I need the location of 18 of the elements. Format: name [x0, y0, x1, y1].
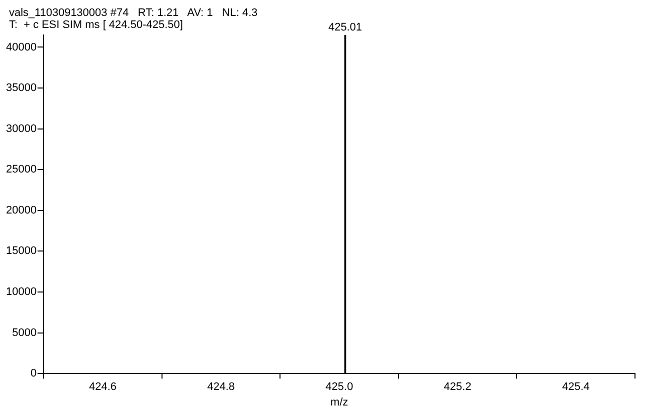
- y-tick-label: 5000: [12, 326, 37, 339]
- y-tick-label: 30000: [6, 122, 37, 135]
- y-tick-label: 35000: [6, 82, 37, 94]
- y-tick-label: 40000: [6, 41, 37, 54]
- chart-subtitle: T: + c ESI SIM ms [ 424.50-425.50]: [9, 19, 183, 31]
- chart-title: vals_110309130003 #74 RT: 1.21 AV: 1 NL: 4.3: [9, 7, 258, 19]
- x-axis-title: m/z: [330, 396, 348, 408]
- x-tick-label: 424.6: [88, 381, 116, 394]
- y-tick-label: 10000: [6, 286, 37, 298]
- x-tick-label: 425.4: [562, 381, 590, 394]
- x-tick-label: 425.0: [326, 381, 354, 394]
- annotation: 425.01: [328, 22, 362, 34]
- x-tick-label: 424.8: [207, 381, 235, 394]
- y-tick-label: 20000: [6, 204, 37, 216]
- y-tick-label: 25000: [6, 164, 37, 176]
- y-tick-label: 0: [30, 368, 37, 380]
- x-tick-label: 425.2: [444, 381, 472, 394]
- y-tick-label: 15000: [6, 245, 37, 258]
